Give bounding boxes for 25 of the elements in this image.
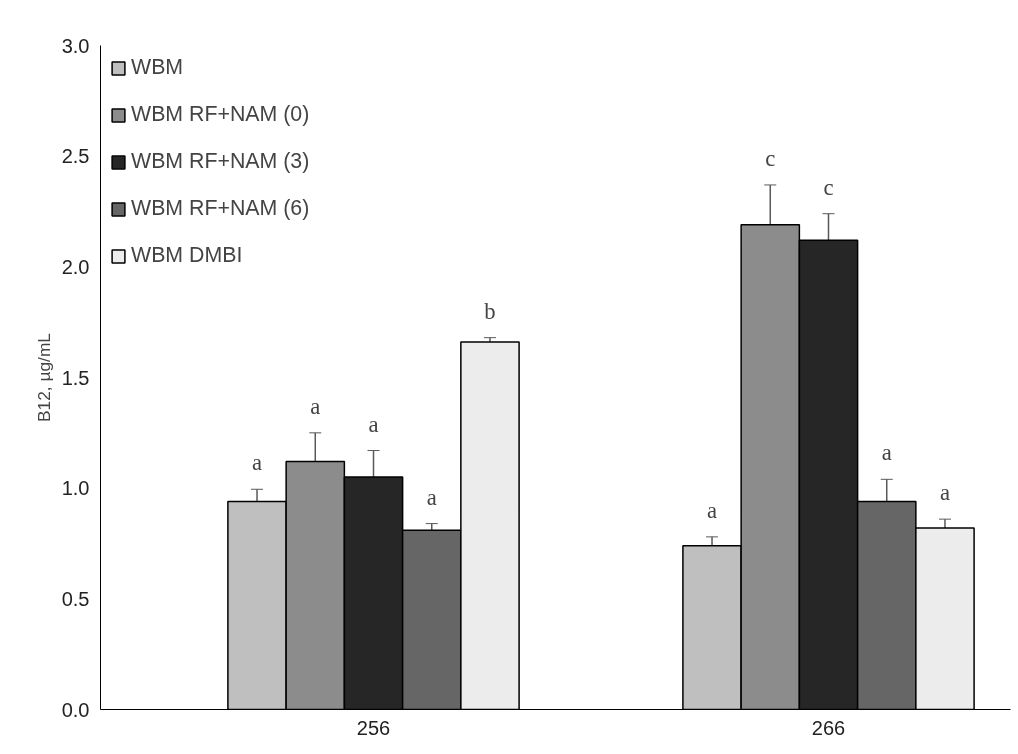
legend-label: WBM RF+NAM (0) <box>131 102 310 127</box>
annotation: a <box>310 393 321 419</box>
annotation: a <box>706 497 718 523</box>
y-axis-title: B12, µg/mL <box>33 332 54 422</box>
legend-label: WBM DMBI <box>131 243 243 268</box>
legend-label: WBM <box>131 55 184 80</box>
y-tick-label: 0.0 <box>61 698 90 721</box>
annotation: a <box>368 411 379 437</box>
y-tick-label: 2.5 <box>61 145 90 168</box>
annotation: a <box>881 440 892 466</box>
y-tick-label: 0.5 <box>61 587 90 610</box>
x-tick-label: 266 <box>811 716 846 739</box>
annotation: b <box>484 298 496 324</box>
y-tick-label: 1.5 <box>61 366 90 389</box>
x-tick-label: 256 <box>356 716 391 739</box>
y-tick-label: 1.0 <box>61 477 90 500</box>
annotation: a <box>426 484 437 510</box>
annotation: a <box>251 450 263 476</box>
annotation: c <box>823 174 834 200</box>
annotation: c <box>765 145 776 171</box>
y-tick-label: 3.0 <box>61 34 90 57</box>
annotation: a <box>939 480 951 506</box>
y-tick-label: 2.0 <box>61 255 90 278</box>
legend-label: WBM RF+NAM (6) <box>131 196 310 221</box>
legend-label: WBM RF+NAM (3) <box>131 149 310 174</box>
